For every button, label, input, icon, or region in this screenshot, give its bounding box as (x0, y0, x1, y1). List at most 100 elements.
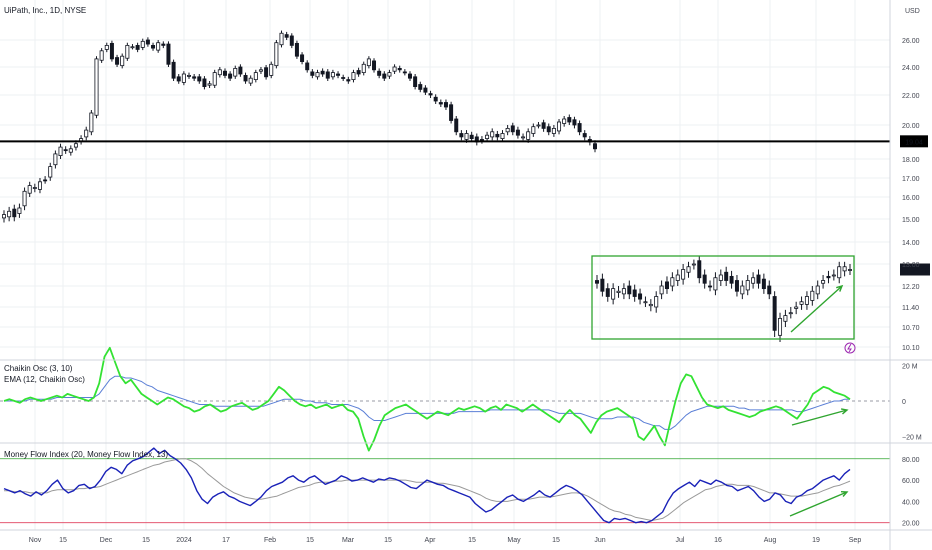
candle-body (294, 42, 299, 57)
candle-body (356, 70, 361, 75)
candle-body (595, 280, 600, 284)
price-tick-label: 24.00 (902, 65, 920, 72)
candle-body (336, 73, 341, 76)
candle-body (616, 290, 621, 293)
candle-body (161, 43, 166, 46)
currency-label: USD (905, 8, 920, 15)
candle-body (562, 118, 567, 124)
candle-body (407, 73, 412, 79)
candle-body (449, 104, 454, 121)
candle-body (837, 266, 842, 279)
candle-body (605, 288, 610, 297)
price-tick-label: 13.00 (902, 262, 920, 269)
candle-body (557, 121, 562, 132)
candle-body (443, 102, 448, 108)
candle-body (176, 76, 181, 82)
candle-body (320, 70, 325, 75)
candle-body (217, 69, 222, 76)
candle-body (756, 274, 761, 284)
candle-body (351, 72, 356, 80)
candle-body (686, 266, 691, 273)
chaikin-tick-label: 0 (902, 399, 906, 406)
alert-icon-bolt (847, 343, 852, 353)
candle-body (495, 133, 500, 138)
candle-body (729, 275, 734, 284)
candle-body (305, 62, 310, 71)
candle-body (510, 125, 515, 133)
candle-body (490, 131, 495, 138)
annotations: 19.04 01:34:28 (0, 135, 930, 517)
candle-body (577, 123, 582, 133)
candle-body (12, 208, 17, 218)
candle-body (567, 117, 572, 123)
alert-icon (844, 342, 856, 354)
mfi-tick-label: 60.00 (902, 478, 920, 485)
mfi-tick-label: 40.00 (902, 499, 920, 506)
mfi-tick-label: 80.00 (902, 457, 920, 464)
candle-body (464, 133, 469, 140)
candle-body (582, 133, 587, 138)
candle-body (197, 76, 202, 82)
candle-body (382, 73, 387, 79)
candle-body (815, 285, 820, 295)
x-tick-label: 15 (552, 537, 560, 544)
x-tick-label: Apr (425, 537, 437, 544)
candle-body (627, 285, 632, 295)
mfi-ma-line (4, 458, 851, 521)
candle-body (37, 181, 42, 190)
x-tick-label: Mar (342, 537, 355, 544)
candle-body (130, 46, 135, 49)
chaikin-ema-line (4, 375, 850, 430)
candle-body (330, 72, 335, 78)
price-tick-label: 14.00 (902, 240, 920, 247)
mfi-tick-label: 20.00 (902, 521, 920, 528)
candle-body (713, 277, 718, 291)
candle-body (171, 61, 176, 79)
candle-body (691, 263, 696, 266)
x-tick-label: 15 (468, 537, 476, 544)
candle-body (521, 136, 526, 139)
candle-body (274, 42, 279, 67)
candle-body (804, 296, 809, 305)
candle-body (145, 39, 150, 45)
candle-body (718, 274, 723, 281)
candle-body (63, 149, 68, 152)
candle-body (2, 214, 7, 219)
candle-body (99, 50, 104, 61)
x-tick-label: Feb (264, 537, 276, 544)
candle-body (413, 76, 418, 88)
price-tick-label: 18.00 (902, 157, 920, 164)
candle-body (485, 134, 490, 139)
price-tick-label: 26.00 (902, 38, 920, 45)
candle-body (418, 84, 423, 90)
candle-body (48, 166, 53, 178)
candles (2, 30, 853, 342)
mfi-line (3, 447, 851, 524)
candle-body (372, 60, 377, 71)
x-tick-label: Sep (849, 537, 862, 544)
candle-body (264, 67, 269, 78)
candle-body (526, 131, 531, 140)
candle-body (551, 127, 556, 134)
candle-body (702, 274, 707, 284)
candle-body (151, 45, 156, 49)
candle-body (238, 66, 243, 75)
candle-body (541, 122, 546, 129)
candle-body (109, 42, 114, 60)
candle-body (181, 73, 186, 83)
last-price-label-bg (900, 263, 930, 276)
candle-body (289, 35, 294, 46)
candle-body (761, 278, 766, 290)
candle-body (135, 45, 140, 50)
candle-body (377, 70, 382, 76)
candle-body (73, 143, 78, 148)
candle-body (734, 280, 739, 292)
grid (0, 0, 890, 530)
candle-body (140, 40, 145, 48)
candle-body (248, 77, 253, 84)
candle-body (783, 315, 788, 322)
candle-body (438, 102, 443, 105)
trend-arrow-mfi (789, 491, 848, 517)
candle-body (788, 312, 793, 315)
